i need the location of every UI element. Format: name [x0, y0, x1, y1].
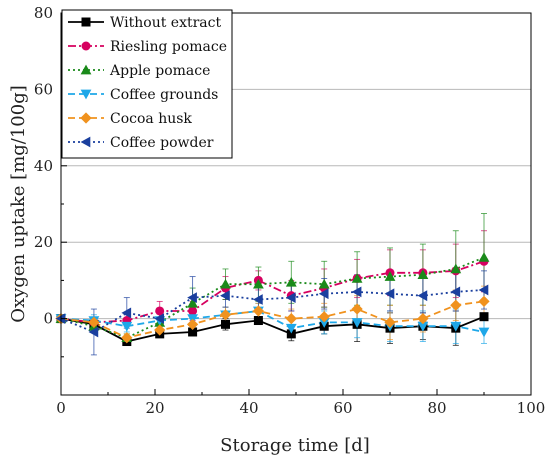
- data-point-coffee-powder: [285, 292, 296, 303]
- data-point-cocoa-husk: [384, 316, 396, 329]
- legend-box: [61, 9, 233, 159]
- series-markers: [55, 252, 490, 347]
- data-point-apple-pomace: [187, 297, 198, 308]
- x-tick-label: 60: [333, 399, 352, 417]
- x-tick-label: 100: [517, 399, 546, 417]
- legend-label-cocoa-husk: Cocoa husk: [110, 111, 192, 127]
- x-tick-label: 80: [427, 399, 446, 417]
- data-point-cocoa-husk: [186, 318, 199, 330]
- data-point-apple-pomace: [220, 278, 231, 289]
- data-point-apple-pomace: [351, 273, 363, 283]
- data-point-cocoa-husk: [88, 316, 100, 329]
- legend-marker-coffee-grounds: [80, 89, 92, 100]
- data-point-cocoa-husk: [121, 332, 133, 344]
- x-axis-title: Storage time [d]: [220, 435, 370, 456]
- legend-label-coffee-grounds: Coffee grounds: [110, 87, 218, 103]
- data-point-apple-pomace: [318, 278, 330, 289]
- data-point-cocoa-husk: [450, 299, 462, 311]
- series-line-riesling-pomace: [60, 260, 485, 324]
- x-tick-label: 20: [145, 399, 164, 417]
- data-point-without-extract: [479, 312, 489, 322]
- data-point-coffee-powder: [121, 307, 132, 319]
- data-point-coffee-powder: [478, 284, 489, 296]
- data-point-cocoa-husk: [252, 305, 265, 317]
- data-point-coffee-grounds: [285, 323, 297, 334]
- legend-marker-riesling-pomace: [81, 41, 91, 51]
- data-point-coffee-grounds: [121, 321, 133, 332]
- series-line-without-extract: [60, 315, 485, 343]
- legend-label-coffee-powder: Coffee powder: [110, 135, 214, 151]
- legend-marker-cocoa-husk: [80, 112, 92, 124]
- legend-marker-apple-pomace: [80, 64, 92, 75]
- data-point-riesling-pomace: [155, 306, 165, 316]
- legend-label-without-extract: Without extract: [110, 15, 221, 31]
- y-tick-label: 0: [43, 310, 53, 328]
- data-point-cocoa-husk: [478, 295, 490, 308]
- data-point-cocoa-husk: [154, 324, 166, 336]
- legend-label-riesling-pomace: Riesling pomace: [110, 39, 227, 55]
- data-point-coffee-powder: [450, 286, 461, 298]
- series-line-apple-pomace: [60, 256, 485, 339]
- data-point-coffee-powder: [351, 286, 362, 298]
- x-tick-label: 40: [239, 399, 258, 417]
- data-point-coffee-grounds: [318, 318, 330, 328]
- series-line-coffee-grounds: [60, 310, 485, 333]
- legend-marker-coffee-powder: [80, 136, 91, 148]
- data-point-cocoa-husk: [285, 312, 297, 325]
- series-lines: [60, 256, 485, 343]
- data-point-coffee-grounds: [351, 318, 363, 328]
- y-tick-label: 40: [34, 157, 53, 175]
- legend-marker-without-extract: [81, 17, 91, 27]
- axis-ticks: 0 20 40 60 80 100 0 20 40 60 80: [34, 4, 545, 417]
- y-tick-label: 20: [34, 233, 53, 251]
- x-tick-label: 0: [56, 399, 66, 417]
- data-point-coffee-grounds: [478, 327, 490, 338]
- data-point-coffee-powder: [187, 292, 197, 303]
- data-point-apple-pomace: [384, 271, 396, 281]
- y-axis-title: Oxygen uptake [mg/100g]: [8, 85, 29, 323]
- series-line-coffee-powder: [60, 289, 485, 334]
- data-point-without-extract: [188, 327, 198, 337]
- data-point-apple-pomace: [478, 252, 490, 262]
- data-point-cocoa-husk: [219, 309, 232, 321]
- data-point-coffee-powder: [88, 326, 99, 338]
- data-point-without-extract: [221, 319, 230, 329]
- y-tick-label: 60: [34, 80, 53, 98]
- data-point-coffee-powder: [154, 313, 165, 324]
- legend-label-apple-pomace: Apple pomace: [109, 63, 210, 79]
- data-point-cocoa-husk: [318, 311, 330, 323]
- data-point-coffee-grounds: [417, 321, 429, 332]
- data-point-cocoa-husk: [417, 312, 429, 325]
- y-tick-label: 80: [34, 4, 53, 22]
- data-point-coffee-powder: [384, 288, 395, 300]
- data-point-without-extract: [286, 329, 296, 339]
- data-point-apple-pomace: [253, 278, 264, 289]
- data-point-without-extract: [253, 316, 263, 326]
- data-point-coffee-powder: [220, 290, 230, 302]
- legend: Without extract Riesling pomace Apple poma…: [61, 9, 233, 159]
- data-point-coffee-powder: [253, 294, 263, 305]
- data-point-coffee-powder: [318, 288, 329, 300]
- data-point-apple-pomace: [417, 269, 429, 279]
- data-point-coffee-powder: [55, 313, 66, 324]
- data-point-apple-pomace: [450, 263, 462, 274]
- series-line-cocoa-husk: [60, 300, 485, 339]
- data-point-coffee-grounds: [450, 321, 462, 332]
- data-point-riesling-pomace: [188, 306, 198, 316]
- data-point-apple-pomace: [285, 276, 297, 287]
- data-point-coffee-powder: [417, 290, 428, 302]
- data-point-cocoa-husk: [351, 303, 363, 315]
